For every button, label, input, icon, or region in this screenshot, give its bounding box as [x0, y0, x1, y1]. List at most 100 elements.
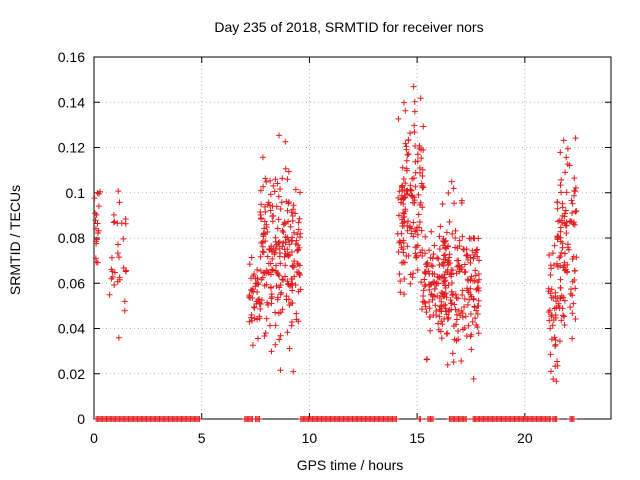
data-point: [115, 188, 122, 195]
data-point: [563, 154, 570, 161]
data-point: [257, 268, 264, 275]
data-point: [398, 230, 405, 237]
data-point: [402, 107, 409, 114]
data-point: [557, 149, 564, 156]
data-point: [450, 185, 457, 192]
data-point: [557, 238, 564, 245]
data-point: [462, 313, 469, 320]
data-point: [410, 270, 417, 277]
data-point: [563, 230, 570, 237]
data-point: [439, 200, 446, 207]
data-point: [393, 416, 400, 422]
data-point: [430, 312, 437, 319]
data-point: [436, 261, 443, 268]
data-point: [557, 276, 564, 283]
data-point: [115, 334, 122, 341]
data-point: [276, 253, 283, 260]
data-point: [451, 200, 458, 207]
data-point: [419, 166, 426, 173]
data-point: [255, 281, 262, 288]
data-point: [417, 95, 424, 102]
data-point: [273, 203, 280, 210]
data-point: [271, 188, 278, 195]
data-point: [547, 271, 554, 278]
data-point: [248, 314, 255, 321]
data-point: [262, 208, 269, 215]
data-point: [116, 254, 123, 261]
data-point: [421, 298, 428, 305]
data-point: [452, 234, 459, 241]
data-point: [456, 237, 463, 244]
data-point: [286, 241, 293, 248]
data-point: [464, 301, 471, 308]
data-point: [288, 249, 295, 256]
data-point: [437, 223, 444, 230]
data-point: [397, 289, 404, 296]
data-point: [434, 254, 441, 261]
data-point: [473, 307, 480, 314]
data-point: [456, 243, 463, 250]
data-point: [467, 333, 474, 340]
data-point: [402, 208, 409, 215]
data-point: [418, 279, 425, 286]
data-point: [263, 178, 270, 185]
data-point: [450, 358, 457, 365]
data-point: [441, 244, 448, 251]
y-axis: 0 0.02 0.04 0.06 0.08 0.1 0.12 0.14 0.16: [58, 49, 611, 427]
data-point: [285, 281, 292, 288]
data-point: [248, 254, 255, 261]
data-point: [276, 272, 283, 279]
data-point: [475, 287, 482, 294]
data-point: [410, 219, 417, 226]
data-point: [421, 276, 428, 283]
data-point: [447, 297, 454, 304]
data-point: [285, 253, 292, 260]
data-point: [452, 244, 459, 251]
data-point: [452, 291, 459, 298]
data-point: [428, 228, 435, 235]
data-point: [267, 177, 274, 184]
data-point: [275, 193, 282, 200]
data-point: [421, 250, 428, 257]
data-point: [279, 227, 286, 234]
data-point: [289, 287, 296, 294]
data-point: [444, 315, 451, 322]
data-point: [452, 306, 459, 313]
data-point: [280, 229, 287, 236]
data-point: [461, 295, 468, 302]
data-point: [474, 253, 481, 260]
data-point: [438, 335, 445, 342]
data-point: [436, 313, 443, 320]
data-point: [566, 162, 573, 169]
data-point: [553, 260, 560, 267]
data-point: [471, 277, 478, 284]
data-point: [548, 311, 555, 318]
data-point: [277, 367, 284, 374]
data-point: [257, 187, 264, 194]
data-point: [258, 240, 265, 246]
data-point: [568, 286, 575, 293]
data-point: [421, 283, 428, 290]
data-point: [261, 218, 268, 225]
data-point: [572, 135, 579, 142]
data-point: [438, 308, 445, 315]
data-point: [121, 307, 128, 314]
data-point: [278, 289, 285, 296]
data-point: [270, 182, 277, 189]
data-point: [429, 255, 436, 262]
data-point: [468, 273, 475, 280]
data-point: [264, 228, 271, 235]
data-point: [294, 231, 301, 238]
data-point: [411, 108, 418, 115]
data-point: [263, 299, 270, 306]
data-point: [280, 276, 287, 283]
data-point: [268, 300, 275, 307]
data-point: [554, 235, 561, 242]
data-point: [572, 208, 579, 215]
data-point: [289, 217, 296, 224]
data-point: [400, 176, 407, 183]
data-point: [546, 251, 553, 258]
data-point: [279, 276, 286, 283]
data-point: [282, 234, 289, 241]
data-point: [558, 317, 565, 324]
